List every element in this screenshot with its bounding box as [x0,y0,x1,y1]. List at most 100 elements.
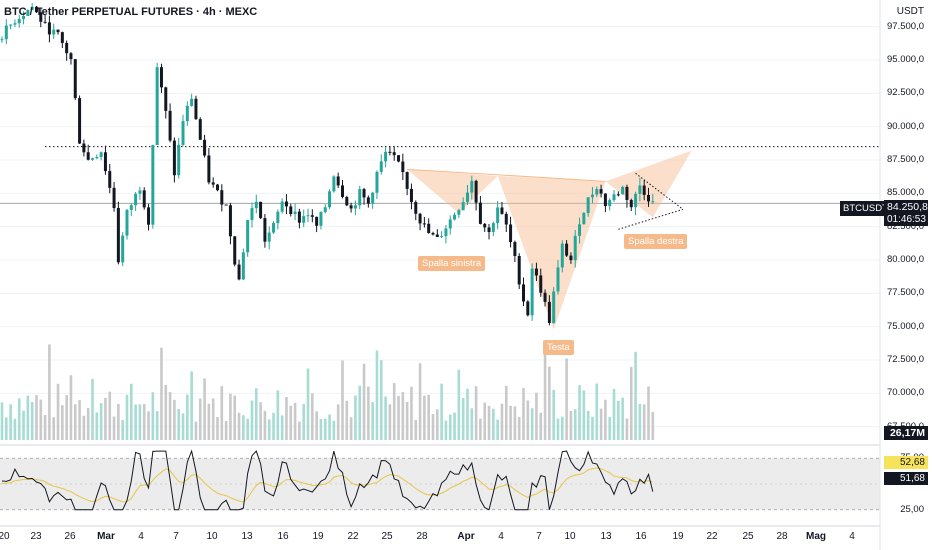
candle-body [116,207,120,263]
volume-bar [578,385,581,440]
time-tick-label: Mag [806,531,826,542]
volume-bar [362,363,366,440]
candle-body [276,211,280,223]
volume-bar [522,387,525,440]
volume-bar [86,407,90,440]
time-tick-label: 25 [742,531,754,542]
candle-body [647,194,650,202]
candle-body [60,32,64,43]
candle-body [478,202,482,224]
candle-body [254,201,258,209]
candle-body [642,185,646,195]
candle-body [340,185,344,198]
volume-bar [237,412,241,440]
candle-body [612,194,616,201]
candle-body [86,152,90,160]
volume-bar [311,393,314,440]
candle-body [345,197,349,206]
candle-body [487,227,491,233]
volume-bar [315,411,318,440]
candle-body [103,152,107,172]
candle-body [302,216,306,223]
time-tick-label: 10 [564,531,576,542]
candle-body [43,21,47,23]
volume-bar [104,397,107,440]
volume-bar [160,347,163,440]
time-tick-label: 23 [30,531,42,542]
candle-body [552,291,556,323]
volume-bar [479,418,482,440]
candle-body [289,206,293,214]
volume-bar [211,398,215,440]
volume-bar [35,395,38,440]
candle-body [465,192,469,203]
volume-bar [431,413,435,440]
time-tick-label: 28 [776,531,788,542]
candle-body [509,224,513,243]
left-shoulder-label: Spalla sinistra [418,256,486,271]
volume-bar [30,402,34,440]
price-tick-label: 72.500,0 [887,354,924,365]
price-tick-label: 80.000,0 [887,254,924,265]
countdown-tag: 01:46:53 [884,213,928,226]
volume-bar [138,404,142,440]
candle-body [513,242,517,256]
volume-bar [99,403,103,440]
volume-bar [207,403,211,440]
volume-bar [573,409,577,440]
volume-bar [642,404,646,440]
volume-bar [461,398,465,440]
volume-bar [379,360,383,440]
rsi-line [1,449,654,511]
candle-body [259,201,263,219]
candle-body [319,212,323,226]
candle-body [13,23,17,25]
volume-bar [186,394,189,440]
candle-body [280,201,284,212]
volume-bar [190,371,193,440]
volume-bar [418,363,422,440]
price-tick-label: 92.500,0 [887,87,924,99]
time-tick-label: 25 [381,531,393,542]
candle-body [78,98,82,144]
volume-bar [410,386,413,440]
candle-body [151,145,155,225]
price-tick-label: 87.500,0 [887,154,924,165]
candle-body [586,197,590,214]
volume-bar [526,400,530,440]
price-tick-label: 90.000,0 [887,120,924,132]
currency-label: USDT [896,6,924,17]
candle-body [129,205,133,210]
neckline [407,168,606,182]
volume-bar [392,383,396,440]
candle-body [4,25,8,40]
candle-body [608,200,612,207]
volume-bar [634,351,637,440]
volume-bar [388,404,392,440]
volume-bar [483,402,487,440]
volume-bar [147,411,150,440]
price-tick-label: 82.500,0 [887,220,924,232]
volume-bar [427,394,430,440]
time-tick-label: 4 [498,531,504,542]
volume-bar [91,378,94,440]
volume-bar [336,404,340,440]
volume-bar [625,418,629,440]
volume-bar [142,403,146,440]
candle-body [556,267,560,292]
volume-bar [500,403,504,440]
candle-body [297,211,301,223]
volume-bar [440,383,443,440]
candle-body [246,220,250,253]
volume-bar [82,415,86,440]
head-label: Testa [543,340,574,355]
volume-bar [604,399,607,440]
volume-bar [69,375,73,440]
wedge-lower [618,208,684,230]
volume-bar [73,404,77,440]
candle-body [91,158,95,160]
time-tick-label: 7 [536,531,542,542]
volume-bar [504,385,508,440]
